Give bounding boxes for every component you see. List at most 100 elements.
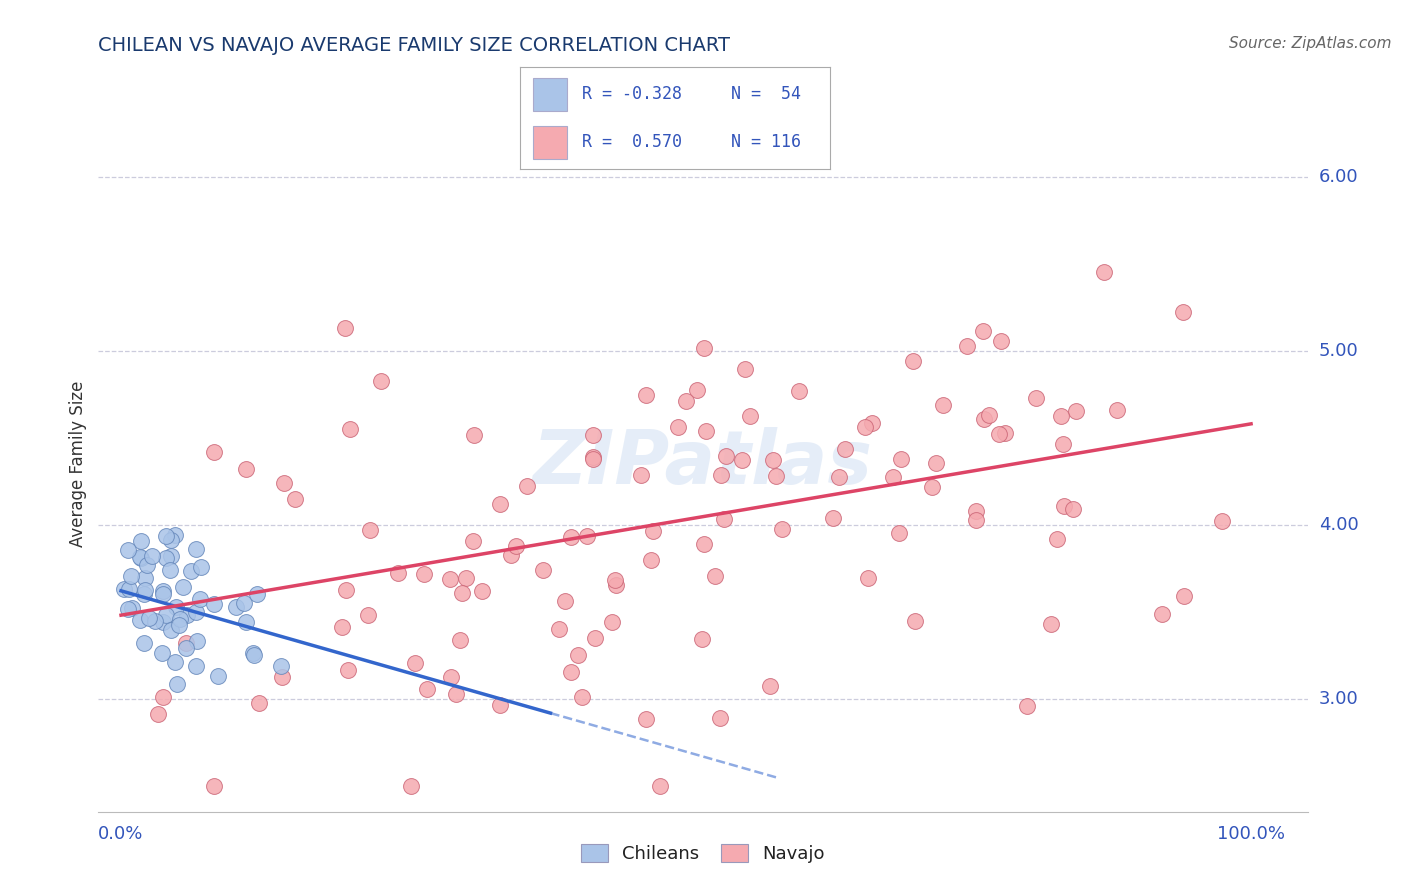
Point — [828, 469, 851, 483]
Point — [333, 321, 356, 335]
FancyBboxPatch shape — [533, 78, 567, 111]
Point — [713, 512, 735, 526]
Point — [887, 525, 910, 540]
Point — [734, 362, 756, 376]
Point — [862, 416, 884, 430]
Point — [994, 426, 1017, 441]
Point — [904, 614, 927, 628]
Point — [666, 419, 689, 434]
Point — [501, 548, 523, 562]
Point — [184, 541, 207, 556]
Point — [489, 698, 512, 713]
Point — [145, 614, 167, 628]
Point — [166, 677, 188, 691]
Point — [332, 620, 354, 634]
Point — [693, 341, 716, 355]
Point — [686, 383, 709, 397]
Point — [242, 646, 264, 660]
Point — [186, 605, 208, 619]
Point — [150, 646, 173, 660]
Point — [505, 539, 527, 553]
Point — [117, 602, 139, 616]
Point — [1040, 617, 1063, 632]
Point — [152, 690, 174, 704]
Point — [461, 534, 484, 549]
Point — [160, 549, 183, 564]
Point — [977, 408, 1000, 422]
Text: ZIPatlas: ZIPatlas — [533, 427, 873, 500]
Point — [1045, 533, 1067, 547]
Point — [603, 574, 626, 588]
Point — [337, 663, 360, 677]
Point — [399, 779, 422, 793]
Point — [605, 578, 627, 592]
Point — [710, 467, 733, 482]
Point — [152, 587, 174, 601]
Point — [235, 615, 257, 629]
Point — [1211, 514, 1233, 528]
Point — [163, 655, 186, 669]
Point — [955, 339, 977, 353]
Point — [554, 594, 576, 608]
Point — [582, 428, 605, 442]
Point — [636, 712, 658, 726]
Point — [560, 530, 582, 544]
Point — [359, 523, 381, 537]
Point — [172, 580, 194, 594]
Point — [730, 452, 752, 467]
Point — [853, 420, 876, 434]
Point — [136, 558, 159, 572]
Point — [531, 563, 554, 577]
Point — [901, 353, 924, 368]
FancyBboxPatch shape — [533, 127, 567, 159]
Point — [567, 648, 589, 662]
Point — [207, 669, 229, 683]
Point — [765, 468, 787, 483]
Point — [630, 468, 652, 483]
Point — [284, 491, 307, 506]
Point — [1049, 409, 1071, 423]
Point — [246, 587, 269, 601]
Point — [759, 679, 782, 693]
Point — [174, 636, 197, 650]
Point — [738, 409, 761, 423]
Point — [129, 533, 152, 548]
Point — [165, 600, 187, 615]
Point — [186, 634, 208, 648]
Text: 5.00: 5.00 — [1319, 342, 1358, 359]
Point — [692, 536, 714, 550]
Point — [1173, 589, 1195, 603]
Point — [1107, 403, 1129, 417]
Point — [129, 613, 152, 627]
Point — [446, 687, 468, 701]
Point — [1052, 437, 1074, 451]
Point — [129, 551, 152, 566]
Point — [921, 480, 943, 494]
Point — [121, 600, 143, 615]
Point — [576, 528, 599, 542]
Point — [704, 569, 727, 583]
Point — [134, 635, 156, 649]
Point — [471, 583, 494, 598]
Point — [118, 582, 141, 596]
Point — [370, 374, 392, 388]
Point — [463, 428, 485, 442]
Point — [232, 596, 254, 610]
Point — [787, 384, 810, 398]
Point — [416, 681, 439, 696]
Point — [440, 669, 463, 683]
Point — [155, 529, 177, 543]
Point — [174, 641, 197, 656]
Point — [648, 779, 671, 793]
Point — [159, 563, 181, 577]
Point — [965, 513, 987, 527]
Point — [128, 549, 150, 564]
Point — [640, 553, 662, 567]
Point — [357, 607, 380, 622]
Point — [169, 612, 191, 626]
Text: N = 116: N = 116 — [731, 133, 800, 151]
Text: 4.00: 4.00 — [1319, 516, 1358, 533]
Point — [412, 567, 434, 582]
Text: 6.00: 6.00 — [1319, 168, 1358, 186]
Point — [1092, 265, 1115, 279]
